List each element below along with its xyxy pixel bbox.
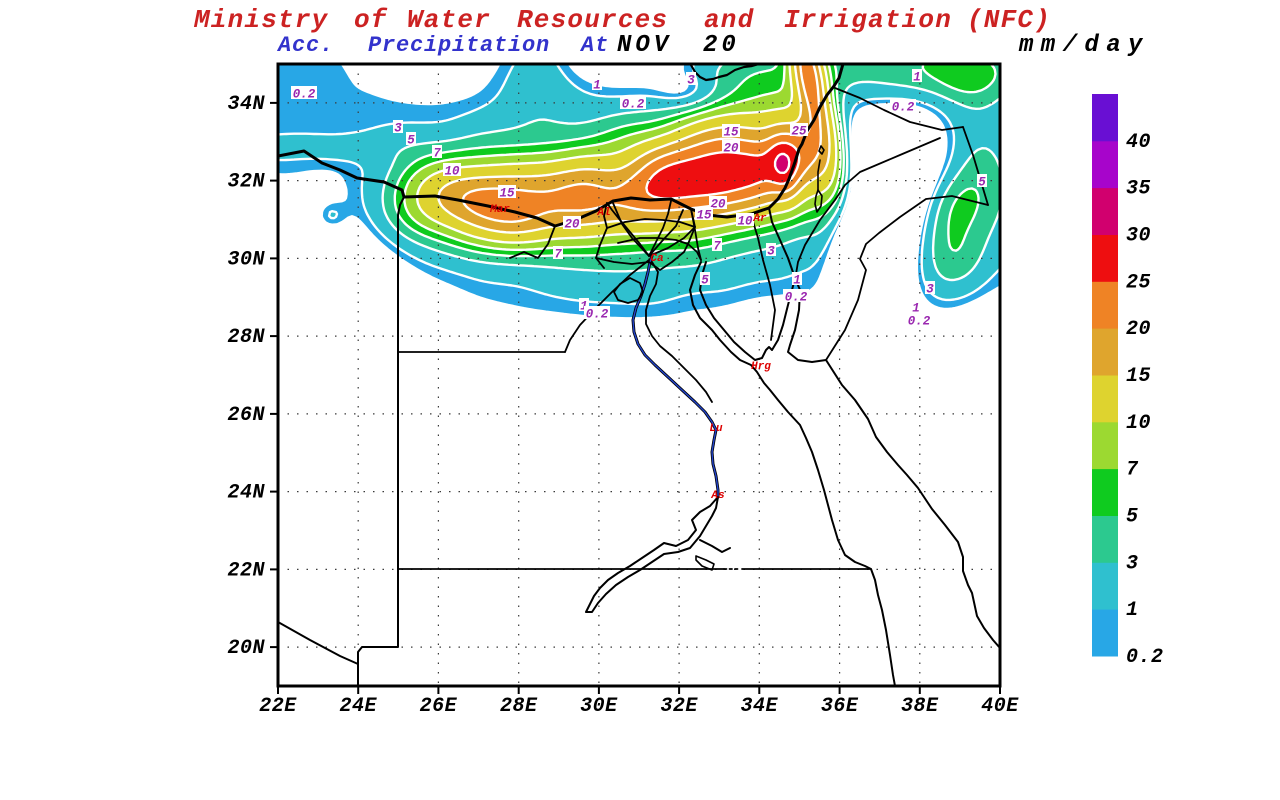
svg-text:Al: Al [596, 207, 610, 219]
svg-text:mm/day: mm/day [1018, 32, 1150, 59]
svg-text:of: of [354, 5, 388, 35]
svg-text:28E: 28E [500, 695, 538, 718]
svg-text:3: 3 [687, 74, 695, 88]
svg-text:15: 15 [499, 187, 515, 201]
svg-text:10: 10 [1126, 412, 1151, 435]
svg-text:40E: 40E [981, 695, 1019, 718]
svg-text:1: 1 [793, 274, 801, 288]
svg-text:25: 25 [791, 125, 807, 139]
svg-text:20: 20 [703, 32, 740, 59]
svg-text:35: 35 [1126, 178, 1151, 201]
svg-text:0.2: 0.2 [892, 101, 915, 115]
svg-text:Mar: Mar [489, 204, 510, 216]
svg-text:1: 1 [912, 302, 920, 316]
svg-text:Ca: Ca [650, 253, 663, 265]
svg-text:0.2: 0.2 [1126, 646, 1164, 669]
svg-text:5: 5 [978, 176, 986, 190]
svg-text:Acc.: Acc. [276, 33, 334, 58]
svg-text:0.2: 0.2 [586, 308, 609, 322]
svg-text:32E: 32E [660, 695, 698, 718]
svg-text:0.2: 0.2 [293, 88, 316, 102]
svg-text:1: 1 [913, 71, 921, 85]
svg-text:20N: 20N [227, 637, 265, 660]
svg-text:10: 10 [737, 215, 753, 229]
svg-text:7: 7 [1126, 459, 1139, 482]
svg-text:22N: 22N [227, 559, 265, 582]
svg-text:Lu: Lu [709, 423, 723, 435]
svg-text:0.2: 0.2 [785, 291, 808, 305]
svg-text:As: As [710, 490, 725, 502]
svg-text:25: 25 [1126, 271, 1151, 294]
svg-text:15: 15 [723, 126, 739, 140]
svg-text:3: 3 [926, 283, 934, 297]
svg-text:7: 7 [433, 147, 441, 161]
svg-text:3: 3 [394, 122, 402, 136]
svg-text:NOV: NOV [617, 32, 672, 59]
svg-text:22E: 22E [259, 695, 297, 718]
svg-text:32N: 32N [227, 171, 265, 194]
svg-text:Hrg: Hrg [751, 361, 771, 373]
svg-text:15: 15 [696, 209, 712, 223]
svg-text:Irrigation: Irrigation [784, 5, 952, 35]
svg-text:5: 5 [701, 274, 709, 288]
svg-text:1: 1 [1126, 599, 1139, 622]
svg-text:At: At [579, 33, 609, 58]
svg-text:24E: 24E [339, 695, 377, 718]
svg-text:20: 20 [723, 142, 739, 156]
svg-text:7: 7 [554, 248, 562, 262]
svg-text:0.2: 0.2 [622, 98, 645, 112]
svg-text:3: 3 [767, 245, 775, 259]
svg-text:30E: 30E [580, 695, 618, 718]
svg-text:30: 30 [1126, 225, 1151, 248]
svg-text:15: 15 [1126, 365, 1151, 388]
svg-text:5: 5 [407, 134, 415, 148]
svg-text:20: 20 [710, 198, 726, 212]
svg-text:5: 5 [1126, 506, 1139, 529]
svg-text:7: 7 [713, 240, 721, 254]
svg-text:3: 3 [1126, 552, 1139, 575]
svg-text:Resources: Resources [517, 5, 668, 35]
svg-text:Water: Water [407, 5, 491, 35]
svg-text:10: 10 [444, 165, 460, 179]
svg-text:0.2: 0.2 [908, 315, 931, 329]
svg-text:and: and [704, 5, 755, 35]
svg-text:(NFC): (NFC) [967, 5, 1051, 35]
svg-text:20: 20 [1126, 318, 1151, 341]
svg-text:30N: 30N [227, 248, 265, 271]
svg-text:40: 40 [1126, 131, 1151, 154]
svg-text:34E: 34E [741, 695, 779, 718]
svg-text:28N: 28N [227, 326, 265, 349]
svg-text:36E: 36E [821, 695, 859, 718]
svg-text:1: 1 [593, 79, 601, 93]
svg-text:26E: 26E [420, 695, 458, 718]
svg-text:38E: 38E [901, 695, 939, 718]
svg-text:Precipitation: Precipitation [368, 33, 550, 58]
svg-text:Ministry: Ministry [193, 5, 329, 35]
svg-text:34N: 34N [227, 93, 265, 116]
svg-text:20: 20 [564, 218, 580, 232]
svg-text:Ar: Ar [752, 213, 767, 225]
svg-text:26N: 26N [227, 404, 265, 427]
svg-text:24N: 24N [227, 482, 265, 505]
